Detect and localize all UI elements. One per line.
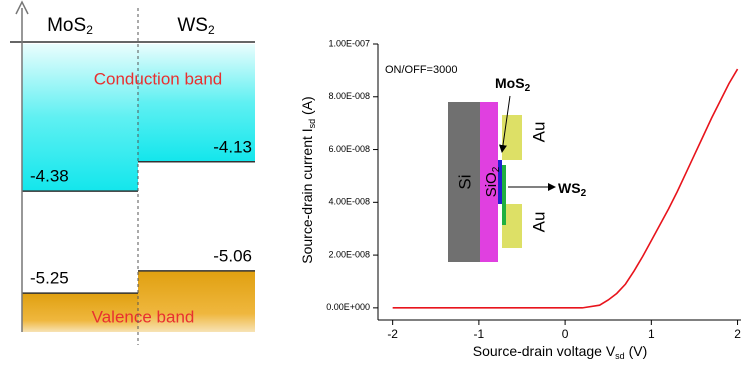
au-label: Au <box>529 212 548 233</box>
si-layer <box>448 102 480 262</box>
y-axis-label: Source-drain current Isd (A) <box>299 96 318 263</box>
label-text: (A) <box>299 96 315 119</box>
x-tick-label: -1 <box>474 327 485 341</box>
au-bottom <box>502 204 522 248</box>
device-inset: Si SiO2 Au Au MoS2 WS2 <box>448 75 587 262</box>
edge-label: -5.06 <box>213 246 252 265</box>
edge-label: -4.38 <box>30 167 69 186</box>
label-sub: 2 <box>525 83 531 94</box>
x-tick-label: 1 <box>648 327 655 341</box>
column-label: WS2 <box>177 15 215 37</box>
data-line <box>392 68 739 309</box>
y-tick-label: 8.00E-008 <box>328 91 370 101</box>
x-tick-label: 0 <box>562 327 569 341</box>
mos2-label: MoS2 <box>495 75 531 94</box>
label-text: (V) <box>625 343 648 359</box>
sio2-layer <box>480 102 498 262</box>
valence-band <box>22 293 138 332</box>
valence-band <box>138 270 255 332</box>
label-text: MoS <box>47 15 86 36</box>
ws2-label: WS2 <box>558 180 587 199</box>
label-sub: 2 <box>491 166 502 172</box>
y-tick-label: 6.00E-008 <box>328 144 370 154</box>
label-sub: 2 <box>86 23 93 37</box>
label-sub: sd <box>615 351 625 361</box>
mos2-layer <box>498 160 502 204</box>
si-label: Si <box>455 174 474 189</box>
x-axis-label: Source-drain voltage Vsd (V) <box>473 343 648 362</box>
column-label: MoS2 <box>47 15 93 37</box>
edge-label: -5.25 <box>30 269 69 288</box>
band-name: Valence band <box>92 307 195 326</box>
conduction-band <box>22 44 138 192</box>
x-tick-label: -2 <box>387 327 398 341</box>
au-top <box>502 115 522 160</box>
x-tick-label: 2 <box>734 327 741 341</box>
y-tick-label: 4.00E-008 <box>328 197 370 207</box>
label-sub: 2 <box>581 188 587 199</box>
band-name: Conduction band <box>94 69 223 88</box>
label-sub: sd <box>307 119 317 129</box>
y-tick-label: 0.00E+000 <box>326 302 370 312</box>
y-tick-label: 2.00E-008 <box>328 249 370 259</box>
label-sub: 2 <box>208 23 215 37</box>
y-tick-label: 1.00E-007 <box>328 38 370 48</box>
edge-label: -4.13 <box>213 137 252 156</box>
au-label: Au <box>529 122 548 143</box>
label-text: Source-drain voltage V <box>473 343 616 359</box>
label-text: SiO <box>483 172 500 197</box>
arrow <box>499 95 511 153</box>
label-text: WS <box>558 180 581 196</box>
label-text: Source-drain current I <box>299 128 315 263</box>
band-diagram: MoS2 WS2 -4.38-4.13-5.25-5.06Conduction … <box>10 0 255 345</box>
annotation: ON/OFF=3000 <box>385 64 457 76</box>
axis-arrow <box>15 0 29 15</box>
conduction-band <box>138 44 255 162</box>
ws2-layer <box>502 165 506 225</box>
label-text: WS <box>177 15 208 36</box>
label-text: MoS <box>495 75 525 91</box>
sio2-label: SiO2 <box>483 166 502 197</box>
